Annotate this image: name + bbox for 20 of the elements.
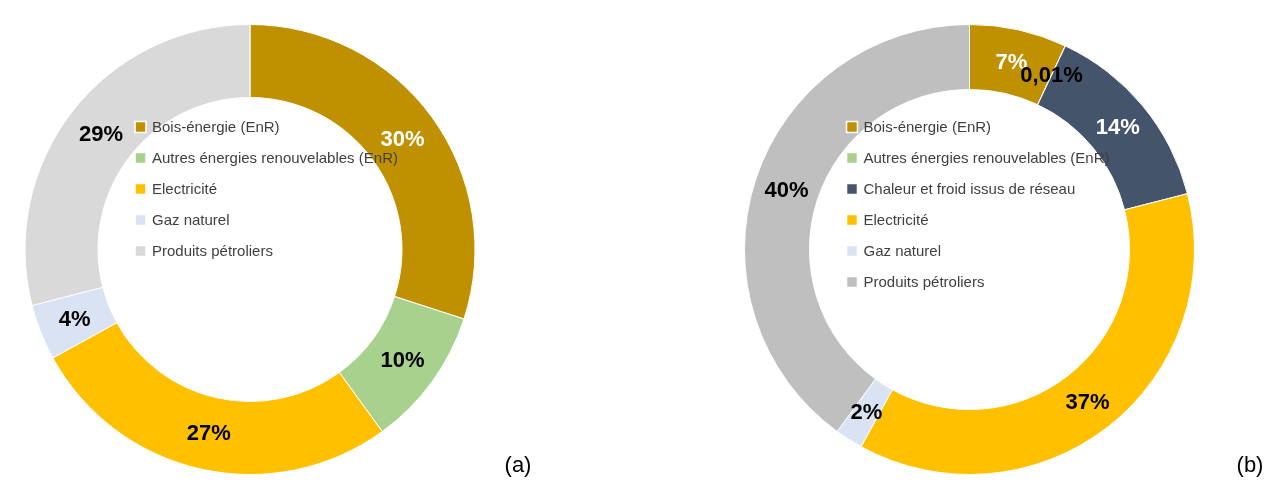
legend-label: Gaz naturel xyxy=(863,242,942,259)
legend-label: Gaz naturel xyxy=(152,211,230,228)
data-label: 4% xyxy=(58,305,91,331)
data-label: 27% xyxy=(186,420,231,446)
text: (b) xyxy=(1236,452,1264,477)
legend-label: Bois-énergie (EnR) xyxy=(152,118,280,135)
data-label: 37% xyxy=(1065,388,1110,414)
data-label: 2% xyxy=(850,399,883,425)
legend-label: Electricité xyxy=(152,180,218,197)
legend-label: Produits pétroliers xyxy=(863,273,985,290)
legend-label: Electricité xyxy=(863,211,929,228)
legend-label: Bois-énergie (EnR) xyxy=(863,118,992,135)
data-label: 29% xyxy=(79,120,124,146)
legend-label: Produits pétroliers xyxy=(152,242,273,259)
data-label: 40% xyxy=(764,176,809,202)
data-label: 30% xyxy=(380,125,425,151)
data-label: 14% xyxy=(1095,113,1140,139)
legend-label: Chaleur et froid issus de réseau xyxy=(863,180,1076,197)
text: (a) xyxy=(504,452,532,477)
data-label: 10% xyxy=(380,347,425,373)
